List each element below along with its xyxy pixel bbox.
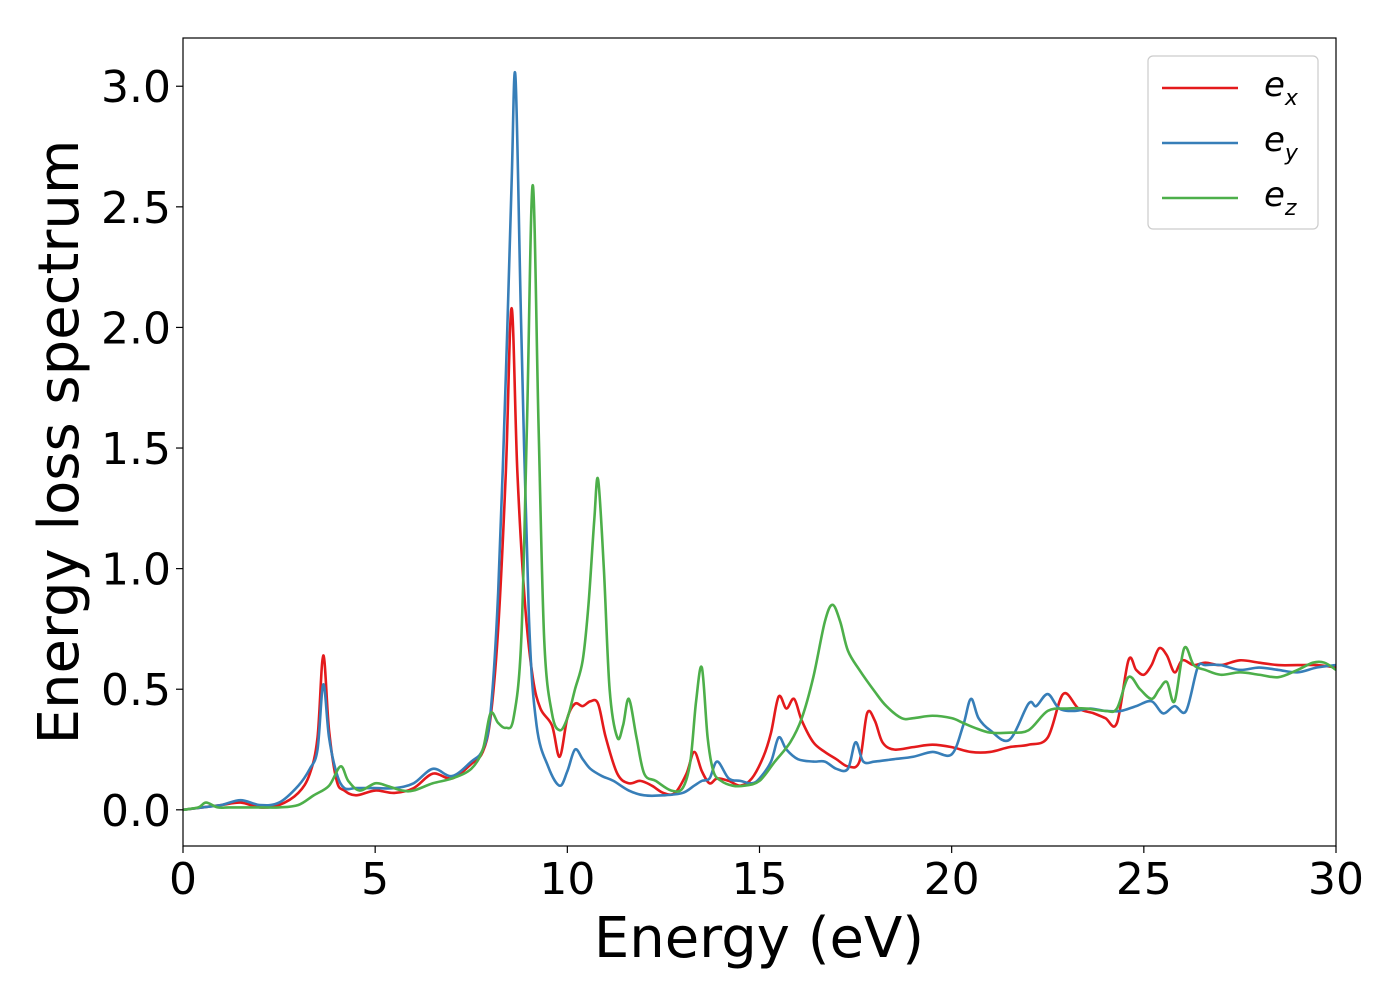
y-tick-label: 3.0 [101,62,171,113]
series-line-e-x [183,306,1336,812]
legend-label-sub: z [1284,196,1297,221]
y-tick-label: 0.5 [101,665,171,716]
legend-label-e-y: ey [1264,120,1299,166]
series-layer [183,71,1336,812]
x-tick-label: 5 [361,854,389,905]
legend-label-main: e [1264,175,1285,215]
series-line-e-z [183,183,1336,812]
y-axis: 0.0 0.5 1.0 1.5 2.0 2.5 3.0 [101,62,183,837]
legend-label-e-x: ex [1264,65,1299,111]
y-tick-label: 2.0 [101,303,171,354]
legend-label-main: e [1264,65,1285,105]
y-tick-label: 1.5 [101,424,171,475]
x-tick-label: 10 [539,854,595,905]
legend-label-sub: x [1284,86,1299,111]
y-tick-label: 0.0 [101,786,171,837]
legend-label-sub: y [1284,141,1299,166]
x-tick-label: 0 [169,854,197,905]
legend-label-e-z: ez [1264,175,1297,221]
x-tick-label: 15 [732,854,788,905]
y-tick-label: 1.0 [101,545,171,596]
x-axis: 0 5 10 15 20 25 30 [169,846,1364,905]
x-axis-label: Energy (eV) [594,906,924,971]
legend-label-main: e [1264,120,1285,160]
x-tick-label: 20 [924,854,980,905]
x-tick-label: 30 [1308,854,1364,905]
x-tick-label: 25 [1116,854,1172,905]
y-tick-label: 2.5 [101,183,171,234]
y-axis-label: Energy loss spectrum [27,140,92,745]
